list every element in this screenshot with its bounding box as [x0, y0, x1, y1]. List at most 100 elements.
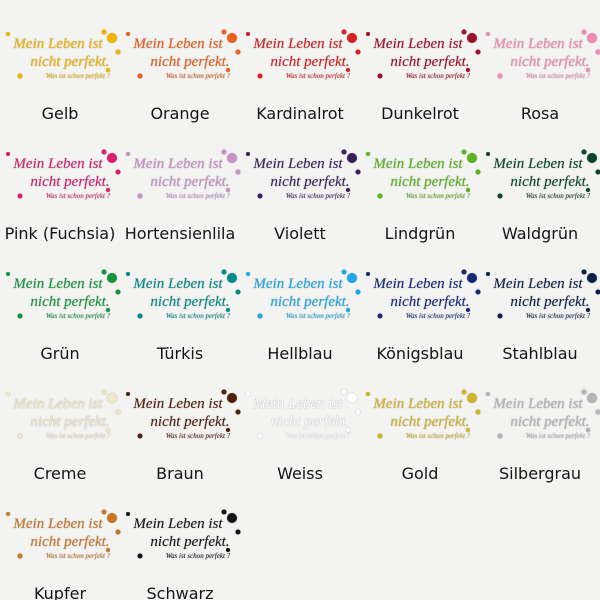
paint-dot: [107, 153, 117, 163]
decal-line: Was ist schon perfekt ?: [46, 552, 111, 560]
paint-dot: [126, 152, 130, 156]
decal-line: Was ist schon perfekt ?: [166, 312, 231, 320]
paint-dot: [137, 553, 143, 559]
paint-dot: [227, 33, 237, 43]
paint-dot: [106, 548, 110, 552]
decal-line: Mein Leben ist: [492, 396, 583, 412]
decal-line: Was ist schon perfekt ?: [166, 72, 231, 80]
decal-line: nicht perfekt.: [390, 294, 469, 310]
color-name: Königsblau: [376, 344, 463, 363]
paint-dot: [347, 273, 357, 283]
decal-line: Was ist schon perfekt ?: [406, 432, 471, 440]
paint-dot: [101, 509, 107, 515]
paint-dot: [101, 149, 107, 155]
paint-dot: [101, 29, 107, 35]
paint-dot: [497, 433, 503, 439]
decal-line: Was ist schon perfekt ?: [286, 192, 351, 200]
decal-line: Was ist schon perfekt ?: [406, 192, 471, 200]
paint-dot: [466, 68, 470, 72]
color-name: Kardinalrot: [256, 104, 344, 123]
paint-dot: [586, 68, 590, 72]
paint-dot: [235, 409, 241, 415]
color-name: Lindgrün: [385, 224, 456, 243]
color-name: Türkis: [156, 344, 203, 363]
paint-dot: [341, 149, 347, 155]
decal-line: nicht perfekt.: [150, 534, 229, 550]
decal-line: nicht perfekt.: [510, 294, 589, 310]
swatch: Mein Leben ist nicht perfekt. Was ist scho…: [6, 29, 121, 123]
paint-dot: [126, 512, 130, 516]
paint-dot: [246, 392, 250, 396]
decal-line: Was ist schon perfekt ?: [286, 432, 351, 440]
paint-dot: [497, 313, 503, 319]
paint-dot: [586, 428, 590, 432]
decal: Mein Leben ist nicht perfekt. Was ist scho…: [486, 29, 600, 80]
paint-dot: [486, 392, 490, 396]
paint-dot: [257, 433, 263, 439]
paint-dot: [581, 269, 587, 275]
decal: Mein Leben ist nicht perfekt. Was ist scho…: [366, 269, 481, 320]
paint-dot: [475, 49, 481, 55]
color-name: Pink (Fuchsia): [5, 224, 116, 243]
paint-dot: [586, 308, 590, 312]
decal-line: Mein Leben ist: [372, 156, 463, 172]
paint-dot: [377, 73, 383, 79]
paint-dot: [235, 289, 241, 295]
paint-dot: [346, 188, 350, 192]
paint-dot: [226, 68, 230, 72]
color-name: Hellblau: [267, 344, 332, 363]
paint-dot: [497, 73, 503, 79]
color-name: Rosa: [521, 104, 559, 123]
decal: Mein Leben ist nicht perfekt. Was ist scho…: [126, 149, 241, 200]
paint-dot: [115, 49, 121, 55]
color-name: Kupfer: [34, 584, 86, 600]
paint-dot: [347, 393, 357, 403]
decal: Mein Leben ist nicht perfekt. Was ist scho…: [126, 29, 241, 80]
decal-line: nicht perfekt.: [30, 294, 109, 310]
swatch: Mein Leben ist nicht perfekt. Was ist scho…: [126, 269, 241, 363]
decal-line: Mein Leben ist: [492, 36, 583, 52]
decal-line: Was ist schon perfekt ?: [286, 72, 351, 80]
decal-line: nicht perfekt.: [30, 174, 109, 190]
paint-dot: [126, 392, 130, 396]
decal: Mein Leben ist nicht perfekt. Was ist scho…: [6, 29, 121, 80]
decal: Mein Leben ist nicht perfekt. Was ist scho…: [246, 149, 361, 200]
color-name: Violett: [274, 224, 326, 243]
paint-dot: [17, 433, 23, 439]
decal-line: Was ist schon perfekt ?: [46, 432, 111, 440]
paint-dot: [107, 273, 117, 283]
paint-dot: [227, 153, 237, 163]
paint-dot: [126, 272, 130, 276]
color-name: Waldgrün: [502, 224, 578, 243]
paint-dot: [235, 529, 241, 535]
swatch: Mein Leben ist nicht perfekt. Was ist scho…: [6, 509, 121, 600]
decal-line: Was ist schon perfekt ?: [526, 432, 591, 440]
decal-line: nicht perfekt.: [510, 54, 589, 70]
color-name: Braun: [156, 464, 204, 483]
decal: Mein Leben ist nicht perfekt. Was ist scho…: [366, 389, 481, 440]
swatch: Mein Leben ist nicht perfekt. Was ist scho…: [246, 389, 361, 483]
paint-dot: [587, 393, 597, 403]
decal: Mein Leben ist nicht perfekt. Was ist scho…: [246, 389, 361, 440]
swatch: Mein Leben ist nicht perfekt. Was ist scho…: [246, 149, 361, 243]
paint-dot: [17, 553, 23, 559]
decal-line: Mein Leben ist: [372, 396, 463, 412]
paint-dot: [6, 32, 10, 36]
paint-dot: [595, 409, 600, 415]
paint-dot: [366, 32, 370, 36]
decal: Mein Leben ist nicht perfekt. Was ist scho…: [246, 29, 361, 80]
color-name: Schwarz: [147, 584, 214, 600]
paint-dot: [101, 389, 107, 395]
swatch: Mein Leben ist nicht perfekt. Was ist scho…: [366, 149, 481, 243]
swatch: Mein Leben ist nicht perfekt. Was ist scho…: [6, 389, 121, 483]
paint-dot: [466, 428, 470, 432]
decal-line: nicht perfekt.: [150, 414, 229, 430]
paint-dot: [115, 289, 121, 295]
paint-dot: [17, 313, 23, 319]
decal: Mein Leben ist nicht perfekt. Was ist scho…: [126, 389, 241, 440]
paint-dot: [467, 153, 477, 163]
swatch: Mein Leben ist nicht perfekt. Was ist scho…: [5, 149, 121, 243]
decal: Mein Leben ist nicht perfekt. Was ist scho…: [126, 269, 241, 320]
color-name: Hortensienlila: [125, 224, 236, 243]
